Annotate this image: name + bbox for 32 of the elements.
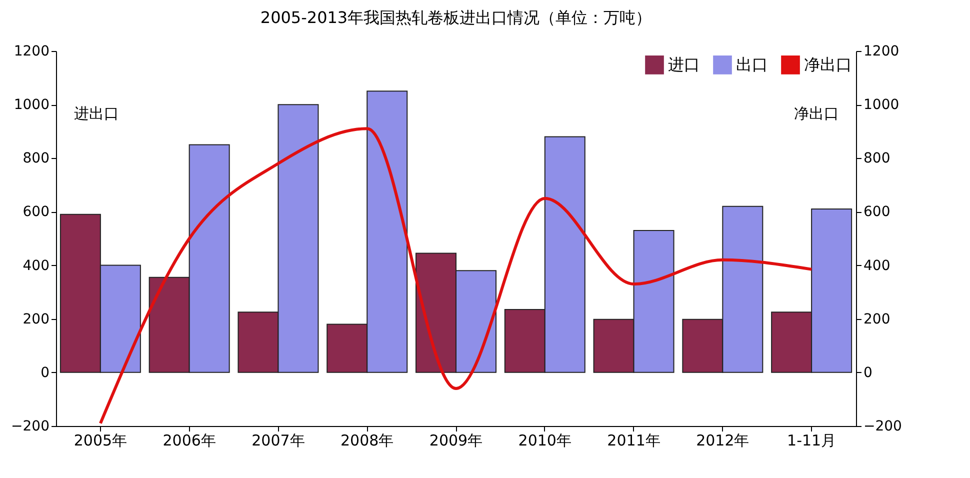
y2-tick-label: 0 (864, 364, 872, 381)
x-tick-label: 2006年 (162, 432, 216, 450)
x-tick-label: 2009年 (429, 432, 483, 450)
x-tick-label: 2011年 (607, 432, 660, 450)
y2-tick-label: 1000 (864, 97, 900, 114)
y-tick-label: 600 (22, 204, 50, 220)
y2-tick-label: 400 (864, 258, 890, 274)
x-tick-label: 2010年 (518, 432, 572, 450)
x-tick-label: 1-11月 (787, 432, 836, 450)
legend-label: 进口 (668, 54, 700, 74)
legend-label: 出口 (736, 54, 768, 74)
y-tick-label: 1200 (14, 44, 50, 60)
y-tick-label: 400 (22, 258, 50, 274)
x-tick-label: 2008年 (340, 432, 394, 450)
y-tick-label: 200 (22, 311, 50, 328)
y-tick-label: −200 (11, 418, 50, 434)
x-tick-label: 2007年 (252, 432, 305, 450)
y-tick-label: 1000 (14, 97, 50, 114)
y-axis-title: 进出口 (74, 104, 119, 122)
y2-tick-label: 200 (864, 311, 890, 328)
line-series (98, 127, 814, 425)
x-tick-label: 2012年 (696, 432, 750, 450)
y2-tick-label: −200 (864, 418, 902, 434)
chart-title: 2005-2013年我国热轧卷板进出口情况（单位：万吨） (260, 8, 652, 27)
y2-tick-label: 600 (864, 204, 890, 220)
y2-tick-label: 1200 (864, 44, 900, 60)
y-tick-label: 0 (40, 364, 50, 381)
y-tick-label: 800 (22, 150, 50, 167)
y2-tick-label: 800 (864, 150, 890, 167)
legend-label: 净出口 (804, 54, 852, 74)
y2-axis-title: 净出口 (794, 104, 839, 122)
x-tick-label: 2005年 (74, 432, 128, 450)
